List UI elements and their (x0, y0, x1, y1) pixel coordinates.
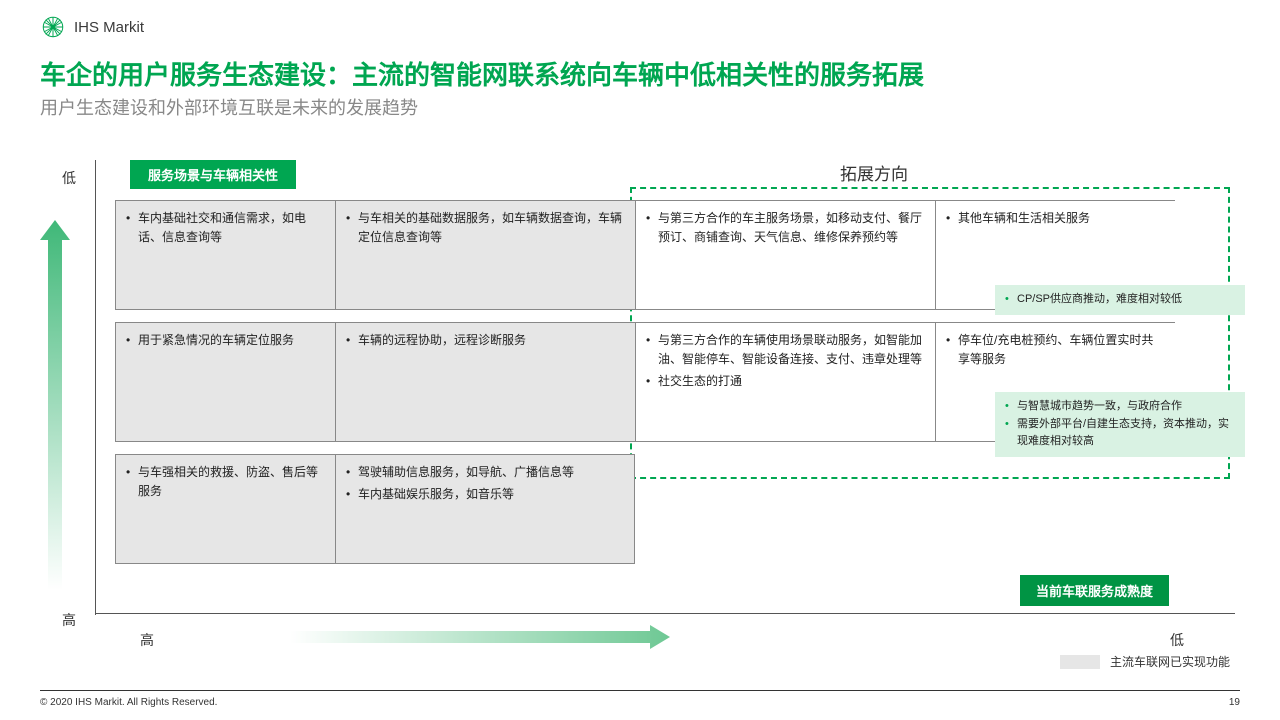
brand-logo: IHS Markit (40, 14, 144, 40)
cell-item: 车内基础社交和通信需求，如电话、信息查询等 (126, 209, 325, 247)
cell-item: 车内基础娱乐服务，如音乐等 (346, 485, 624, 504)
legend-swatch (1060, 655, 1100, 669)
cell-item: 车辆的远程协助，远程诊断服务 (346, 331, 625, 350)
cell-item: 与第三方合作的车辆使用场景联动服务，如智能加油、智能停车、智能设备连接、支付、违… (646, 331, 925, 369)
grid-cell: 与车相关的基础数据服务，如车辆数据查询，车辆定位信息查询等 (335, 200, 635, 310)
copyright: © 2020 IHS Markit. All Rights Reserved. (40, 697, 217, 708)
x-axis-label-low: 低 (1170, 630, 1184, 650)
page-number: 19 (1229, 697, 1240, 708)
expand-direction-label: 拓展方向 (840, 160, 908, 185)
relevance-badge: 服务场景与车辆相关性 (130, 160, 296, 189)
grid-cell: 与第三方合作的车主服务场景，如移动支付、餐厅预订、商铺查询、天气信息、维修保养预… (635, 200, 935, 310)
cell-item: 停车位/充电桩预约、车辆位置实时共享等服务 (946, 331, 1165, 369)
grid-cell: 与第三方合作的车辆使用场景联动服务，如智能加油、智能停车、智能设备连接、支付、违… (635, 322, 935, 442)
cell-item: 与第三方合作的车主服务场景，如移动支付、餐厅预订、商铺查询、天气信息、维修保养预… (646, 209, 925, 247)
logo-icon (40, 14, 66, 40)
quadrant-chart: 低 高 高 低 服务场景与车辆相关性 拓展方向 车内基础社交和通信需求，如电话、… (40, 150, 1240, 630)
cell-item: 其他车辆和生活相关服务 (946, 209, 1165, 228)
cell-item: 社交生态的打通 (646, 372, 925, 391)
legend-label: 主流车联网已实现功能 (1110, 653, 1230, 670)
service-grid: 车内基础社交和通信需求，如电话、信息查询等与车相关的基础数据服务，如车辆数据查询… (115, 200, 1235, 576)
legend: 主流车联网已实现功能 (1060, 653, 1230, 670)
note-item: 与智慧城市趋势一致，与政府合作 (1005, 398, 1235, 416)
y-axis-arrow (40, 220, 70, 590)
cell-item: 与车相关的基础数据服务，如车辆数据查询，车辆定位信息查询等 (346, 209, 625, 247)
footer: © 2020 IHS Markit. All Rights Reserved. … (40, 690, 1240, 708)
cell-item: 与车强相关的救援、防盗、售后等服务 (126, 463, 325, 501)
grid-cell: 车辆的远程协助，远程诊断服务 (335, 322, 635, 442)
x-axis-arrow (290, 625, 670, 649)
grid-row: 用于紧急情况的车辆定位服务 车辆的远程协助，远程诊断服务 与第三方合作的车辆使用场景… (115, 322, 1235, 442)
grid-row: 与车强相关的救援、防盗、售后等服务驾驶辅助信息服务，如导航、广播信息等车内基础娱… (115, 454, 1235, 564)
maturity-badge: 当前车联服务成熟度 (1020, 575, 1169, 606)
grid-cell: 驾驶辅助信息服务，如导航、广播信息等车内基础娱乐服务，如音乐等 (335, 454, 635, 564)
note-item: 需要外部平台/自建生态支持，资本推动，实现难度相对较高 (1005, 416, 1235, 451)
x-axis-label-high: 高 (140, 630, 154, 650)
y-axis-label-low: 低 (62, 168, 76, 188)
annotation-note: 与智慧城市趋势一致，与政府合作需要外部平台/自建生态支持，资本推动，实现难度相对… (995, 392, 1245, 457)
logo-text: IHS Markit (74, 19, 144, 36)
page-title: 车企的用户服务生态建设：主流的智能网联系统向车辆中低相关性的服务拓展 (40, 55, 924, 92)
grid-cell: 车内基础社交和通信需求，如电话、信息查询等 (115, 200, 335, 310)
annotation-note: CP/SP供应商推动，难度相对较低 (995, 285, 1245, 315)
note-item: CP/SP供应商推动，难度相对较低 (1005, 291, 1235, 309)
cell-item: 驾驶辅助信息服务，如导航、广播信息等 (346, 463, 624, 482)
cell-item: 用于紧急情况的车辆定位服务 (126, 331, 325, 350)
y-axis-label-high: 高 (62, 610, 76, 630)
page-subtitle: 用户生态建设和外部环境互联是未来的发展趋势 (40, 94, 418, 120)
grid-cell: 用于紧急情况的车辆定位服务 (115, 322, 335, 442)
grid-cell: 与车强相关的救援、防盗、售后等服务 (115, 454, 335, 564)
grid-row: 车内基础社交和通信需求，如电话、信息查询等与车相关的基础数据服务，如车辆数据查询… (115, 200, 1235, 310)
x-axis-line (95, 613, 1235, 614)
y-axis-line (95, 160, 96, 615)
